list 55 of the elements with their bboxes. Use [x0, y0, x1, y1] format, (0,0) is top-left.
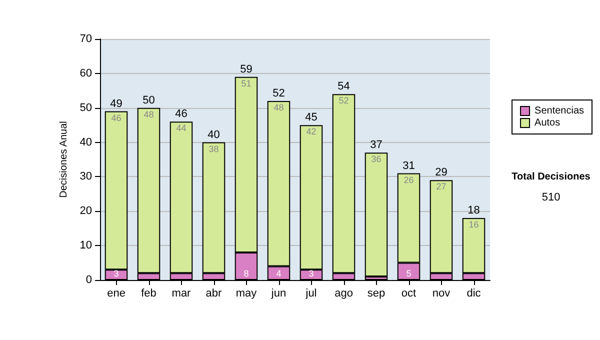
total-label: 18	[468, 204, 480, 217]
data-label: 36	[371, 154, 382, 164]
data-label: 27	[436, 182, 446, 192]
x-tick-label: may	[236, 288, 258, 300]
data-label: 3	[308, 268, 314, 278]
y-tick-label: 60	[80, 67, 92, 80]
bar	[364, 152, 388, 277]
data-label: 48	[274, 102, 284, 112]
data-label: 3	[114, 268, 119, 278]
data-label: 42	[306, 126, 316, 137]
y-tick-label: 10	[80, 240, 92, 252]
text: Total Decisiones	[512, 172, 591, 182]
x-tick-label: jul	[304, 288, 317, 300]
data-label: 5	[406, 268, 412, 278]
data-label: 51	[241, 78, 252, 88]
x-tick-label: ene	[107, 288, 126, 300]
y-tick-label: 40	[80, 136, 92, 148]
total-label: 52	[272, 87, 285, 100]
x-tick-label: abr	[206, 288, 222, 300]
x-tick-label: sep	[367, 288, 386, 300]
y-tick-label: 70	[80, 33, 92, 45]
total-label: 31	[402, 160, 415, 172]
x-tick-label: dic	[466, 288, 482, 300]
x-tick-label: ago	[334, 288, 353, 300]
x-tick-label: mar	[172, 288, 192, 300]
data-label: 52	[338, 96, 349, 106]
data-label: 8	[244, 268, 249, 278]
total-label: 54	[338, 80, 350, 93]
total-label: 46	[175, 108, 188, 120]
y-tick-label: 0	[86, 274, 92, 286]
x-tick-label: feb	[141, 288, 156, 300]
data-label: 46	[111, 112, 122, 123]
total-label: 37	[370, 139, 382, 152]
x-tick-label: nov	[432, 288, 451, 300]
data-label: 26	[404, 174, 414, 185]
y-tick-label: 20	[80, 205, 92, 218]
total-label: 49	[110, 98, 122, 110]
y-tick-label: 30	[80, 170, 92, 183]
y-axis-title: Decisiones Anual	[58, 121, 70, 198]
total-label: 45	[305, 112, 318, 124]
data-label: 38	[208, 144, 219, 154]
legend-label: Sentencias	[534, 106, 584, 116]
total-label: 29	[435, 166, 448, 179]
x-tick-label: jun	[270, 288, 286, 300]
data-label: 48	[144, 109, 154, 120]
data-label: 16	[468, 220, 479, 230]
legend-label: Autos	[534, 118, 560, 128]
total-label: 59	[240, 63, 252, 76]
y-tick-label: 50	[80, 102, 92, 114]
data-label: 4	[276, 268, 282, 278]
total-label: 50	[142, 94, 155, 106]
text: 510	[542, 192, 560, 204]
data-label: 44	[176, 123, 186, 134]
total-label: 40	[208, 128, 220, 141]
x-tick-label: oct	[401, 288, 416, 300]
